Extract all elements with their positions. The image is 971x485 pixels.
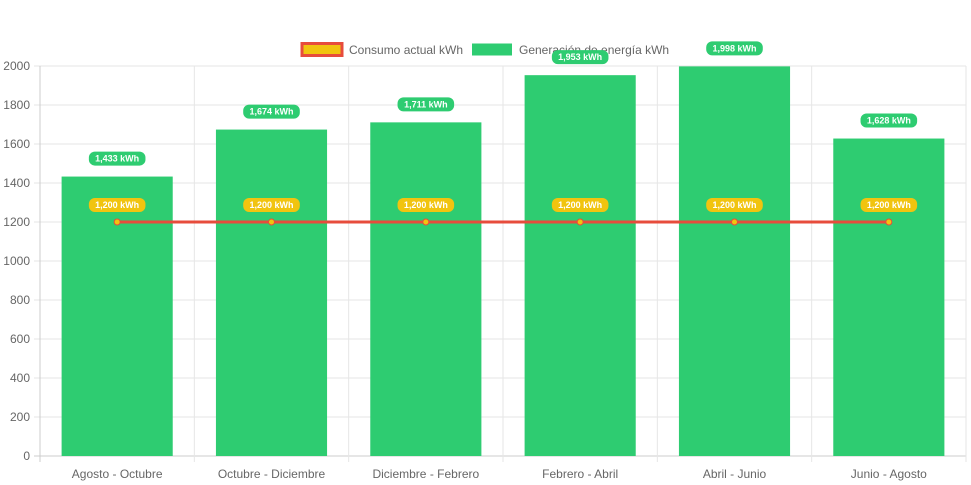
consumption-data-label-bg (551, 198, 609, 212)
generation-data-label: 1,433 kWh (88, 151, 146, 166)
consumption-point[interactable] (885, 218, 893, 226)
consumption-data-label-bg (88, 198, 146, 212)
consumption-data-label: 1,200 kWh (397, 198, 455, 212)
y-tick-label: 1400 (3, 176, 30, 190)
x-tick-label: Junio - Agosto (851, 467, 927, 481)
y-tick-label: 1600 (3, 137, 30, 151)
x-tick-label: Febrero - Abril (542, 467, 618, 481)
generation-bar[interactable] (524, 75, 636, 456)
y-tick-label: 2000 (3, 59, 30, 73)
generation-data-label: 1,628 kWh (860, 113, 918, 128)
consumption-data-label-bg (706, 198, 763, 212)
generation-data-label: 1,998 kWh (706, 41, 763, 56)
generation-bar[interactable] (678, 66, 791, 456)
y-tick-label: 800 (10, 293, 30, 307)
consumption-data-label-text: 1,200 kWh (867, 200, 911, 210)
generation-bar[interactable] (61, 176, 173, 456)
consumption-data-label-text: 1,200 kWh (404, 200, 448, 210)
generation-data-label: 1,674 kWh (243, 104, 300, 119)
generation-bar[interactable] (833, 138, 945, 457)
generation-data-label-text: 1,674 kWh (249, 107, 293, 117)
consumption-data-label-bg (860, 198, 918, 212)
x-tick-label: Abril - Junio (703, 467, 767, 481)
consumption-data-label: 1,200 kWh (88, 198, 146, 212)
generation-data-label-bg (860, 113, 918, 128)
consumption-data-label-text: 1,200 kWh (558, 200, 602, 210)
consumption-data-label-text: 1,200 kWh (712, 200, 756, 210)
consumption-line (113, 218, 893, 226)
legend-label-consumption: Consumo actual kWh (349, 43, 463, 57)
consumption-point[interactable] (731, 218, 738, 226)
consumption-point[interactable] (268, 218, 275, 226)
y-tick-label: 400 (10, 371, 30, 385)
y-tick-label: 1000 (3, 254, 30, 268)
legend-swatch-generation (472, 43, 512, 56)
x-tick-label: Agosto - Octubre (72, 467, 163, 481)
consumption-data-label-bg (397, 198, 455, 212)
x-tick-label: Diciembre - Febrero (372, 467, 479, 481)
generation-data-label: 1,953 kWh (551, 50, 609, 65)
legend[interactable]: Consumo actual kWh Generación de energía … (300, 42, 669, 57)
y-tick-label: 1200 (3, 215, 30, 229)
generation-data-label-bg (88, 151, 146, 166)
generation-bar[interactable] (370, 122, 482, 456)
consumption-data-label: 1,200 kWh (860, 198, 918, 212)
generation-data-label-text: 1,628 kWh (867, 116, 911, 126)
generation-data-label: 1,711 kWh (397, 97, 455, 112)
generation-bar[interactable] (215, 129, 328, 456)
consumption-data-label-text: 1,200 kWh (249, 200, 293, 210)
generation-bars (61, 66, 945, 457)
y-tick-label: 200 (10, 410, 30, 424)
generation-data-label-bg (551, 50, 609, 65)
y-tick-label: 600 (10, 332, 30, 346)
x-tick-label: Octubre - Diciembre (218, 467, 326, 481)
grid-lines (34, 65, 967, 462)
consumption-point[interactable] (576, 218, 584, 226)
axes: 0 200 400 600 800 1000 1200 1400 1600 1800 2000 Ago… (3, 59, 927, 481)
generation-data-label-text: 1,998 kWh (712, 43, 756, 53)
generation-data-label-bg (397, 97, 455, 112)
data-labels: 1,433 kWh 1,674 kWh 1,711 kWh 1,953 kWh 1,99… (88, 41, 918, 212)
generation-data-label-bg (706, 41, 763, 56)
generation-data-label-text: 1,433 kWh (95, 154, 139, 164)
consumption-point[interactable] (422, 218, 430, 226)
consumption-point[interactable] (113, 218, 121, 226)
y-tick-label: 0 (23, 449, 30, 463)
generation-data-label-text: 1,953 kWh (558, 52, 602, 62)
consumption-data-label: 1,200 kWh (551, 198, 609, 212)
legend-swatch-consumption (300, 42, 344, 57)
generation-data-label-bg (243, 104, 300, 119)
legend-item-consumption[interactable]: Consumo actual kWh (300, 42, 463, 57)
generation-data-label-text: 1,711 kWh (404, 99, 448, 109)
consumption-data-label-text: 1,200 kWh (95, 200, 139, 210)
y-tick-label: 1800 (3, 98, 30, 112)
consumption-data-label: 1,200 kWh (243, 198, 300, 212)
consumption-data-label-bg (243, 198, 300, 212)
consumption-data-label: 1,200 kWh (706, 198, 763, 212)
